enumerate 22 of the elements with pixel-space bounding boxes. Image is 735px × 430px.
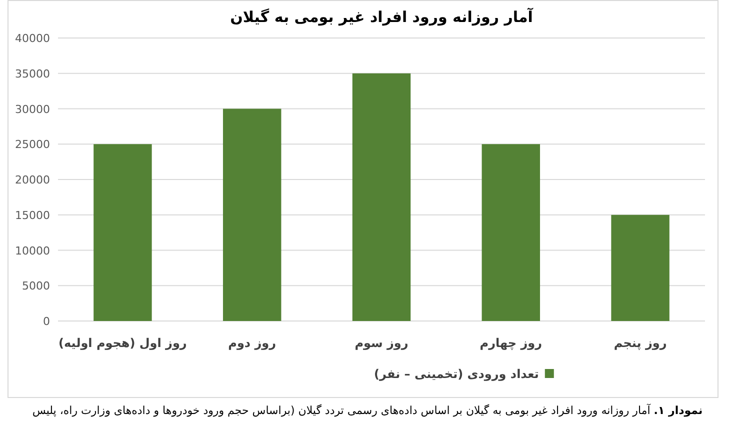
y-tick-label: 20000 bbox=[15, 174, 50, 186]
x-tick-label: روز پنجم bbox=[614, 336, 667, 350]
x-tick-label: روز چهارم bbox=[480, 336, 542, 350]
y-tick-label: 5000 bbox=[22, 280, 50, 293]
chart-title: آمار روزانه ورود افراد غیر بومی به گیلان bbox=[230, 7, 534, 26]
bar bbox=[482, 144, 540, 321]
bar bbox=[222, 108, 282, 321]
text: نمودار ۱. آمار روزانه ورود افراد غیر بومی به گیلان بر اساس داده‌های رسمی تردد گیلان (براساس حجم ورود خودروها و داده‌های وزارت راه، پلیس bbox=[32, 404, 703, 417]
bar bbox=[611, 214, 670, 321]
x-tick-label: روز اول (هجوم اولیه) bbox=[58, 336, 187, 350]
bar bbox=[352, 73, 411, 321]
x-tick-label: روز سوم bbox=[354, 336, 408, 350]
x-tick-label: روز دوم bbox=[228, 336, 276, 350]
y-tick-label: 35000 bbox=[15, 67, 50, 80]
y-tick-label: 0 bbox=[43, 315, 50, 328]
legend-label: تعداد ورودی (تخمینی – نفر) bbox=[374, 367, 539, 381]
y-tick-label: 10000 bbox=[15, 244, 50, 258]
y-tick-label: 40000 bbox=[15, 32, 50, 45]
y-tick-label: 25000 bbox=[15, 138, 50, 152]
y-tick-label: 15000 bbox=[15, 208, 50, 222]
y-tick-label: 30000 bbox=[15, 102, 50, 116]
bar bbox=[94, 144, 152, 321]
